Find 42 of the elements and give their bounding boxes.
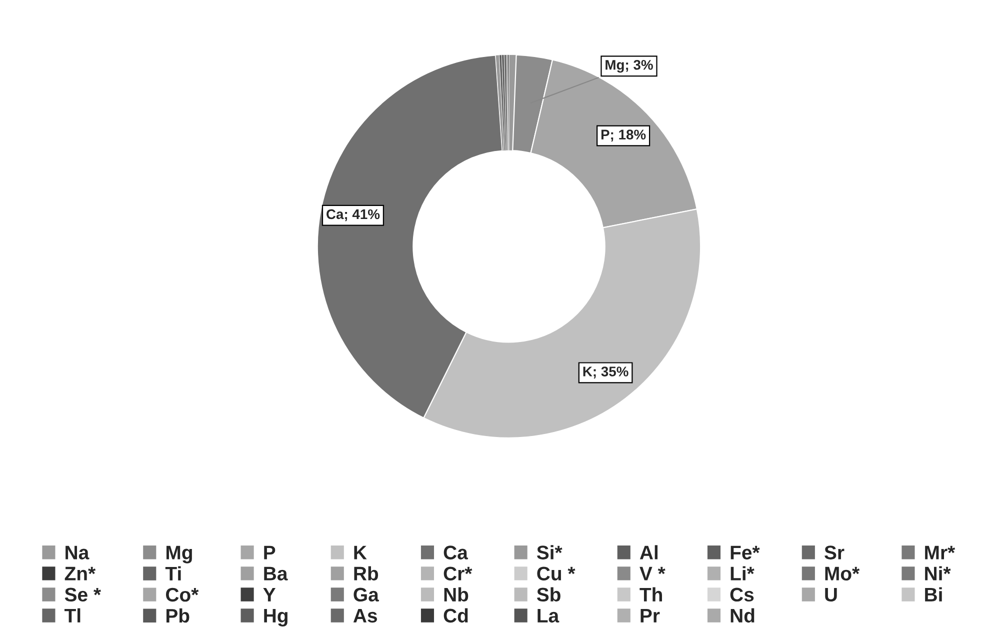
legend-label: Mg — [166, 546, 192, 564]
data-label: P; 18% — [601, 130, 646, 142]
legend-label: Se * — [64, 588, 102, 602]
legend-label: Sr — [824, 546, 844, 560]
legend-label: La — [538, 609, 560, 623]
legend-label: Ga — [354, 588, 379, 602]
legend-label: Ti — [165, 566, 181, 580]
legend-label: Ba — [264, 566, 288, 580]
legend-label: K — [354, 546, 367, 560]
legend-label: P — [264, 546, 276, 560]
legend-label: Pb — [166, 608, 190, 623]
legend-label: Si* — [536, 545, 562, 560]
legend-label: Na — [66, 546, 90, 560]
legend-label: Ca — [444, 546, 468, 560]
legend-label: Co* — [166, 588, 199, 602]
legend-label: Bi — [925, 587, 942, 602]
legend-label: Cu * — [537, 566, 576, 580]
legend-label: Hg — [264, 609, 288, 626]
legend-label: As — [353, 609, 377, 623]
legend-label: V * — [640, 566, 666, 580]
legend-label: Y — [263, 588, 276, 602]
legend-label: Ni* — [925, 566, 951, 580]
legend-label: Cr* — [444, 566, 472, 580]
legend-label: Sb — [536, 587, 560, 602]
legend-label: Tl — [64, 608, 80, 622]
legend-label: Fe* — [730, 546, 760, 560]
legend-label: Rb — [354, 566, 378, 580]
data-label: Mg; 3% — [606, 60, 653, 73]
legend-label: Al — [640, 545, 658, 560]
legend-label: Nb — [444, 587, 468, 602]
legend-label: Cs — [730, 588, 754, 602]
legend-label: Mo* — [825, 566, 860, 580]
legend-label: Mr* — [925, 546, 956, 560]
legend-label: Cd — [444, 608, 468, 623]
legend-label: Zn* — [64, 566, 96, 580]
legend-label: Pr — [640, 609, 660, 622]
data-label: Ca; 41% — [326, 209, 380, 222]
data-label: K; 35% — [583, 366, 628, 378]
legend-label: Li* — [730, 566, 754, 580]
legend-label: Nd — [730, 608, 754, 623]
legend-label: Th — [640, 587, 662, 602]
legend-label: U — [825, 588, 837, 602]
